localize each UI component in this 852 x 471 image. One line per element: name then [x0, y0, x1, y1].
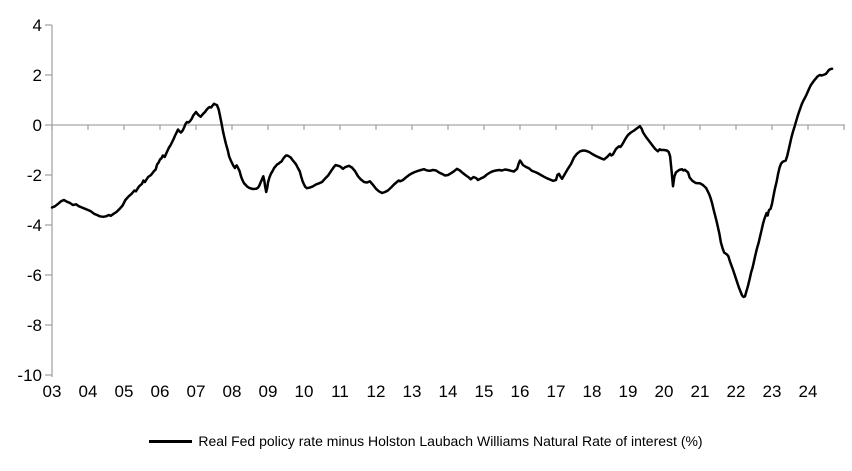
- x-axis-label: 14: [439, 382, 458, 401]
- legend-line-marker: [149, 439, 193, 443]
- x-axis-label: 16: [511, 382, 530, 401]
- x-axis-label: 21: [691, 382, 710, 401]
- series-line: [50, 67, 834, 299]
- x-axis-label: 04: [79, 382, 98, 401]
- x-axis-label: 17: [547, 382, 566, 401]
- y-axis-label: -2: [27, 166, 42, 185]
- x-axis-label: 05: [115, 382, 134, 401]
- x-axis-label: 08: [223, 382, 242, 401]
- x-axis-label: 06: [151, 382, 170, 401]
- x-axis-label: 10: [295, 382, 314, 401]
- x-axis-label: 11: [331, 382, 349, 401]
- x-axis-label: 15: [475, 382, 494, 401]
- x-axis-label: 22: [727, 382, 746, 401]
- chart-legend: Real Fed policy rate minus Holston Lauba…: [0, 433, 852, 449]
- x-axis-label: 18: [583, 382, 602, 401]
- y-axis-label: -8: [27, 316, 42, 335]
- y-axis-label: -10: [17, 366, 42, 385]
- x-axis-label: 03: [43, 382, 62, 401]
- x-axis-label: 23: [763, 382, 782, 401]
- x-axis-label: 20: [655, 382, 674, 401]
- x-axis-label: 09: [259, 382, 278, 401]
- y-axis-label: 0: [33, 116, 42, 135]
- y-axis-label: 2: [33, 66, 42, 85]
- y-axis-label: -6: [27, 266, 42, 285]
- x-axis-label: 24: [799, 382, 818, 401]
- y-axis-label: -4: [27, 216, 42, 235]
- x-axis-label: 13: [403, 382, 422, 401]
- x-axis-label: 07: [187, 382, 206, 401]
- x-axis-label: 12: [367, 382, 386, 401]
- legend-series-label: Real Fed policy rate minus Holston Lauba…: [198, 433, 703, 449]
- x-axis-label: 19: [619, 382, 638, 401]
- y-axis-label: 4: [33, 16, 42, 35]
